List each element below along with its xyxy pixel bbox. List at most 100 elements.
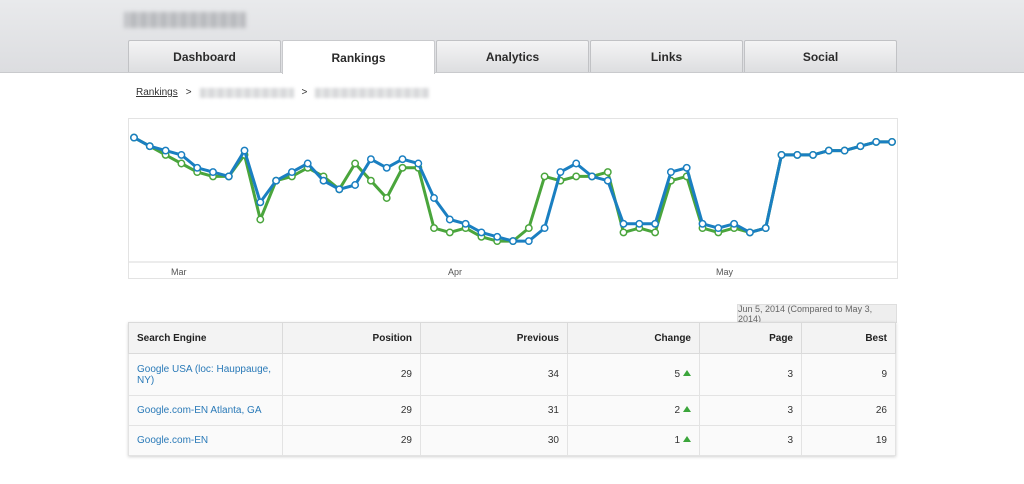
series-point-0[interactable] [809,150,817,159]
series-point-0[interactable] [335,185,344,194]
arrow-up-icon [683,370,691,376]
series-point-0[interactable] [240,146,249,155]
series-point-1[interactable] [540,172,549,181]
page-cell: 3 [699,395,802,426]
series-point-0[interactable] [666,168,675,177]
series-point-1[interactable] [651,228,660,237]
series-point-0[interactable] [272,176,281,185]
breadcrumb-item-redacted [315,87,430,98]
col-header-previous[interactable]: Previous [420,322,568,354]
tab-social[interactable]: Social [744,40,897,72]
series-point-1[interactable] [256,215,265,224]
best-cell: 9 [801,353,896,396]
tab-rankings[interactable]: Rankings [282,40,435,74]
breadcrumb: Rankings > > [136,87,430,98]
series-point-0[interactable] [524,237,533,246]
series-point-1[interactable] [603,168,612,177]
series-point-0[interactable] [714,224,723,233]
series-point-0[interactable] [777,150,786,159]
breadcrumb-separator: > [301,87,308,98]
series-point-0[interactable] [366,155,375,164]
series-point-0[interactable] [872,137,881,146]
col-header-change[interactable]: Change [567,322,700,354]
series-point-0[interactable] [572,159,581,168]
series-point-0[interactable] [698,219,707,228]
series-point-0[interactable] [730,219,739,228]
series-point-0[interactable] [398,155,407,164]
series-point-1[interactable] [351,159,360,168]
arrow-up-icon [683,406,691,412]
tab-links[interactable]: Links [590,40,743,72]
series-point-0[interactable] [635,219,644,228]
col-header-best[interactable]: Best [801,322,896,354]
series-point-1[interactable] [430,224,438,233]
series-point-0[interactable] [303,159,312,168]
series-point-0[interactable] [651,219,660,228]
series-point-0[interactable] [509,237,517,246]
series-point-1[interactable] [445,228,454,237]
col-header-position[interactable]: Position [282,322,421,354]
page-cell: 3 [699,425,802,456]
series-point-0[interactable] [840,146,849,155]
table-row: Google USA (loc: Hauppauge, NY) 29 34 5 … [128,353,896,396]
series-point-1[interactable] [619,228,628,237]
series-point-0[interactable] [145,142,154,151]
search-engine-link[interactable]: Google.com-EN [128,425,283,456]
series-point-1[interactable] [177,159,186,168]
series-point-1[interactable] [572,172,581,181]
series-point-0[interactable] [445,215,454,224]
arrow-up-icon [683,436,691,442]
series-point-0[interactable] [382,163,391,172]
series-point-0[interactable] [177,150,186,159]
series-point-0[interactable] [856,142,865,151]
series-point-0[interactable] [319,176,328,185]
series-point-0[interactable] [414,159,423,168]
series-point-0[interactable] [493,232,502,241]
series-point-0[interactable] [430,194,438,202]
page-cell: 3 [699,353,802,396]
series-point-1[interactable] [398,163,407,172]
change-cell: 2 [567,395,700,426]
series-point-0[interactable] [461,219,470,228]
position-cell: 29 [282,425,421,456]
breadcrumb-separator: > [185,87,192,98]
series-point-0[interactable] [888,137,896,146]
series-point-0[interactable] [793,150,802,159]
tab-analytics[interactable]: Analytics [436,40,589,72]
breadcrumb-item-redacted[interactable] [199,87,294,98]
series-point-1[interactable] [366,176,375,185]
search-engine-link[interactable]: Google USA (loc: Hauppauge, NY) [128,353,283,396]
series-point-0[interactable] [256,198,265,207]
series-point-0[interactable] [682,163,691,172]
series-point-0[interactable] [761,224,770,233]
col-header-search-engine[interactable]: Search Engine [128,322,283,354]
change-value: 5 [674,369,680,380]
series-point-0[interactable] [477,228,486,237]
rankings-chart-svg: Mar Apr May [129,133,897,277]
previous-cell: 30 [420,425,568,456]
series-point-0[interactable] [603,176,612,185]
tab-dashboard[interactable]: Dashboard [128,40,281,72]
series-point-1[interactable] [524,224,533,233]
series-point-0[interactable] [824,146,833,155]
best-cell: 19 [801,425,896,456]
series-point-0[interactable] [540,224,549,233]
series-point-0[interactable] [619,219,628,228]
rankings-chart: Mar Apr May [128,118,898,279]
series-point-0[interactable] [193,163,202,172]
series-point-0[interactable] [130,133,138,142]
series-point-0[interactable] [745,228,754,237]
position-cell: 29 [282,395,421,426]
series-point-1[interactable] [382,194,391,202]
series-point-0[interactable] [209,168,217,177]
search-engine-link[interactable]: Google.com-EN Atlanta, GA [128,395,283,426]
col-header-page[interactable]: Page [699,322,802,354]
table-row: Google.com-EN 29 30 1 3 19 [128,425,896,456]
breadcrumb-rankings-link[interactable]: Rankings [136,87,178,98]
series-point-0[interactable] [224,172,233,181]
series-point-0[interactable] [588,172,596,181]
series-point-0[interactable] [556,168,565,177]
series-point-0[interactable] [287,168,296,177]
series-point-0[interactable] [161,146,170,155]
series-point-0[interactable] [351,181,360,189]
